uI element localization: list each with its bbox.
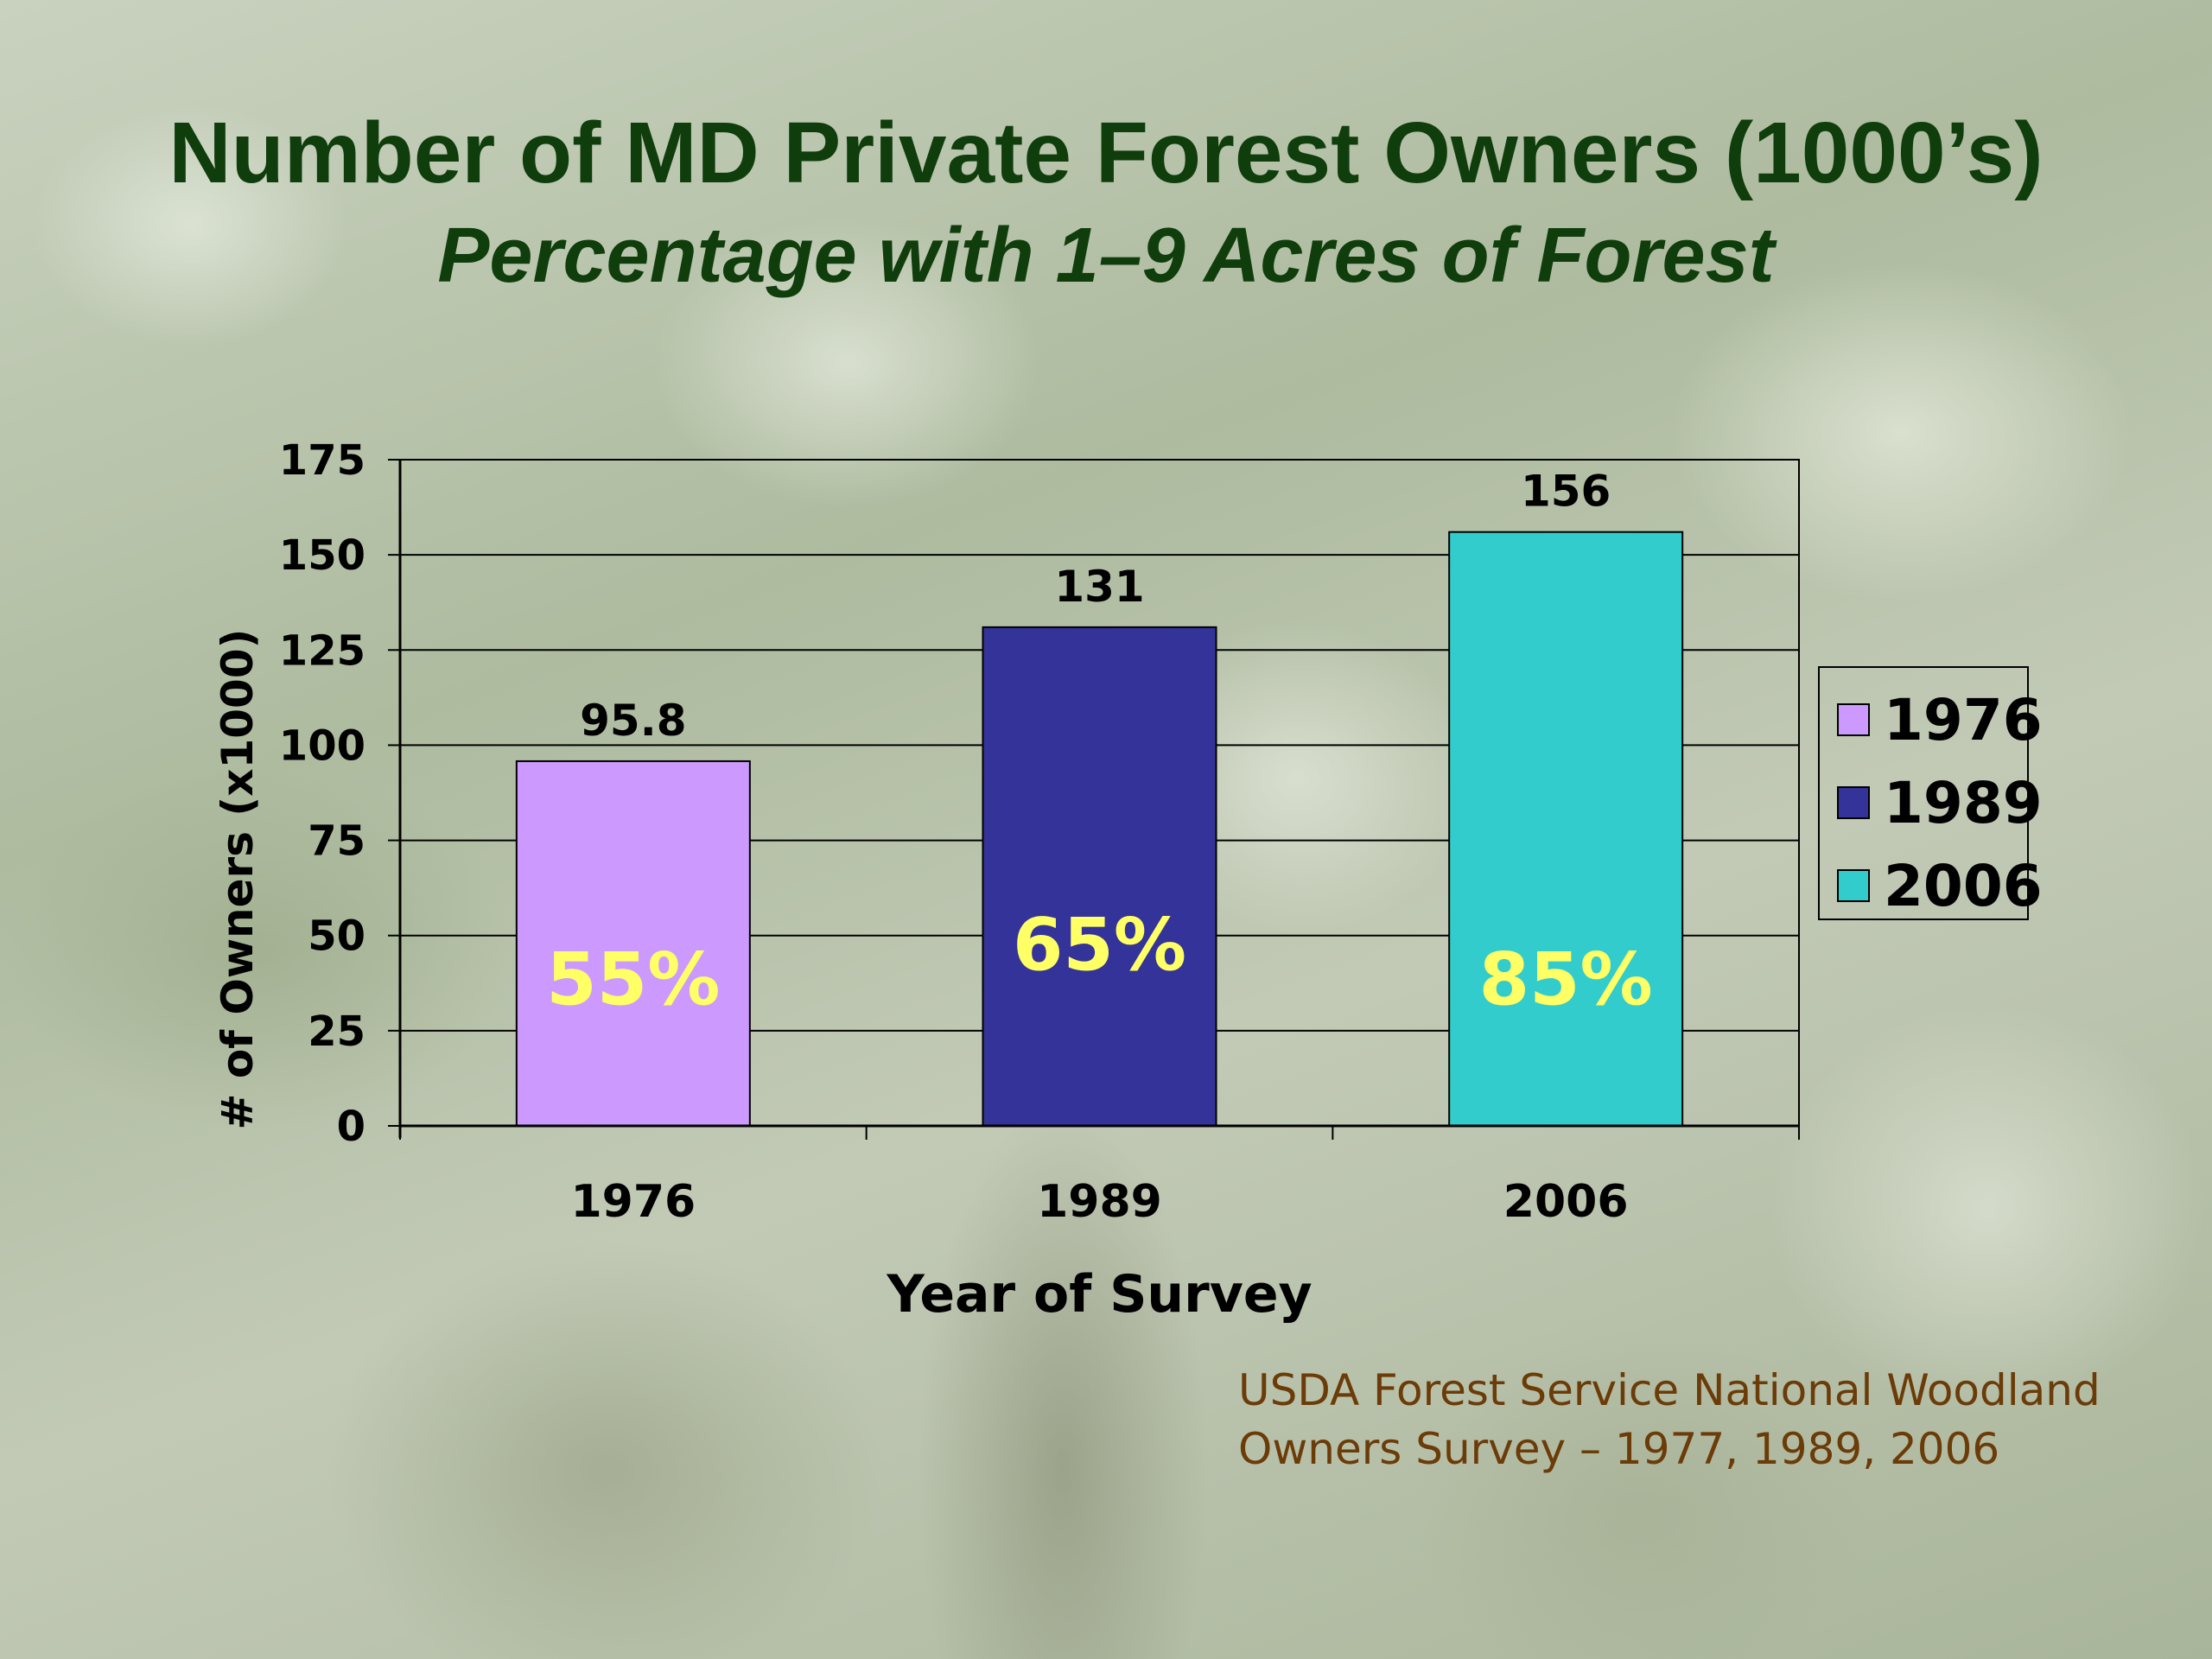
y-tick-label: 150: [279, 531, 365, 580]
x-tick-label: 1989: [1037, 1176, 1162, 1228]
chart-title: Number of MD Private Forest Owners (1000…: [168, 105, 2044, 201]
legend-swatch: [1837, 703, 1870, 736]
legend-item: 2006: [1837, 851, 2043, 920]
y-axis-title: # of Owners (x1000): [213, 629, 263, 1130]
value-label: 156: [1521, 467, 1611, 517]
y-tick-label: 100: [279, 721, 365, 770]
chart-subtitle: Percentage with 1–9 Acres of Forest: [437, 213, 1775, 299]
legend-swatch: [1837, 869, 1870, 902]
x-tick-label: 1976: [570, 1176, 696, 1228]
bar-1989: [982, 626, 1217, 1127]
value-label: 131: [1054, 562, 1144, 612]
axes: [388, 459, 1800, 1140]
bar-2006: [1448, 531, 1684, 1127]
y-tick-label: 75: [308, 817, 365, 866]
legend-label: 2006: [1884, 852, 2043, 919]
source-note: USDA Forest Service National Woodland Ow…: [1238, 1361, 2189, 1478]
y-tick-label: 50: [308, 912, 365, 961]
legend-item: 1989: [1837, 768, 2043, 837]
y-tick-label: 0: [337, 1103, 365, 1151]
legend-label: 1976: [1884, 686, 2043, 753]
bar-1976: [515, 760, 751, 1127]
legend-item: 1976: [1837, 685, 2043, 754]
x-axis-title: Year of Survey: [886, 1264, 1312, 1325]
source-line-1: USDA Forest Service National Woodland: [1238, 1365, 2101, 1415]
legend-swatch: [1837, 786, 1870, 819]
x-tick-label: 2006: [1503, 1176, 1629, 1228]
y-tick-label: 125: [279, 626, 365, 675]
y-tick-label: 175: [279, 436, 365, 485]
labels: 0 25 50 75 100 125 150 175 95.8 55% 1976 131 65% 1989…: [213, 436, 1653, 1325]
percent-label: 55%: [546, 938, 720, 1022]
percent-label: 65%: [1013, 903, 1186, 988]
value-label: 95.8: [580, 696, 686, 746]
percent-label: 85%: [1479, 938, 1653, 1022]
bars: [515, 531, 1684, 1127]
y-tick-label: 25: [308, 1007, 365, 1056]
legend: 1976 1989 2006: [1818, 666, 2043, 920]
legend-label: 1989: [1884, 769, 2043, 836]
source-line-2: Owners Survey – 1977, 1989, 2006: [1238, 1424, 2000, 1474]
